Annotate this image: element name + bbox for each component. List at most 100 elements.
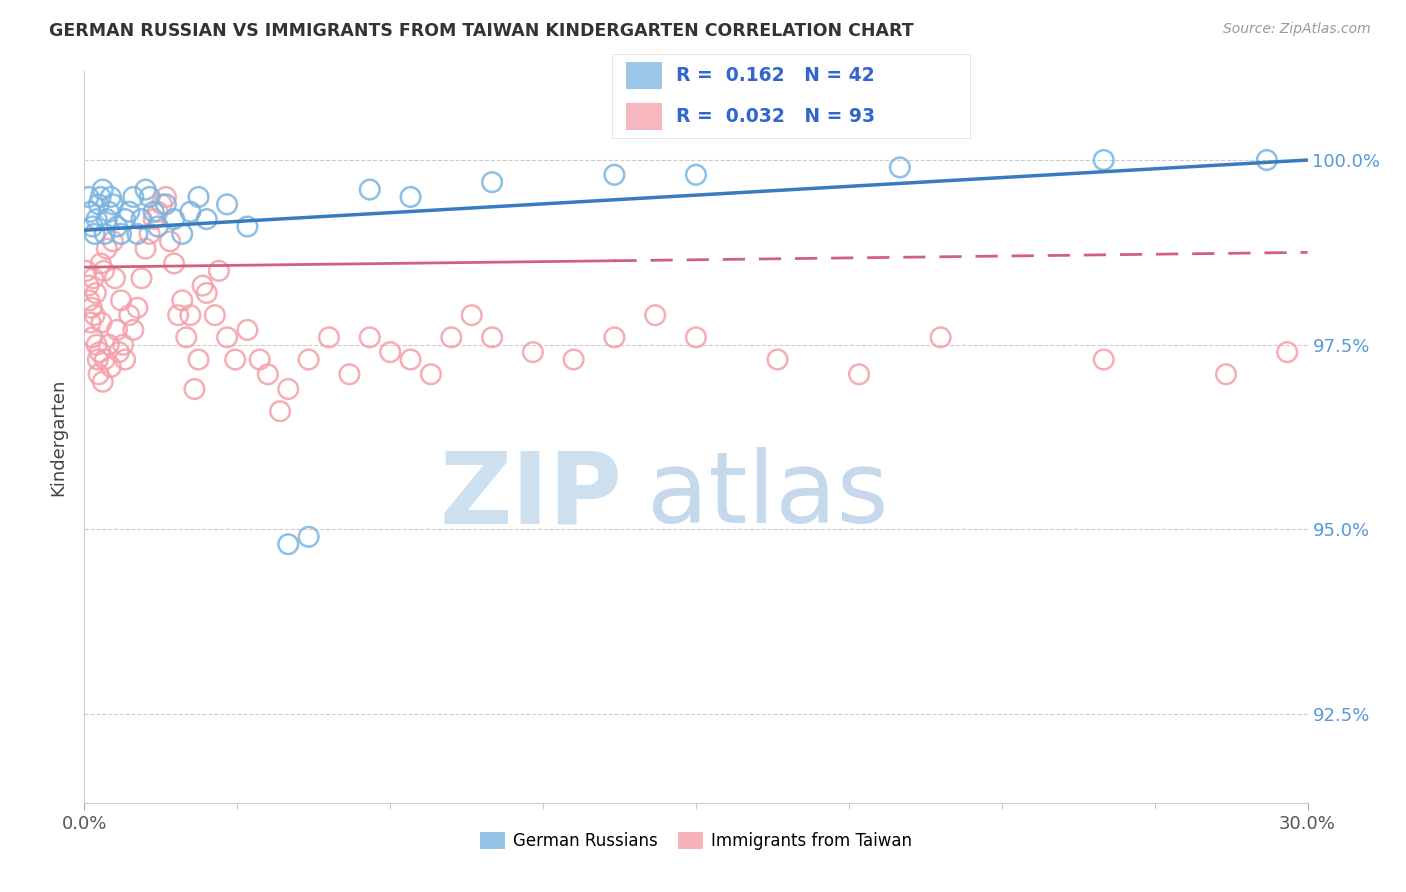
Point bbox=[339, 368, 361, 382]
Point bbox=[90, 190, 112, 204]
Text: atlas: atlas bbox=[647, 447, 889, 544]
Point bbox=[131, 212, 153, 227]
Point bbox=[77, 278, 100, 293]
Point bbox=[257, 368, 280, 382]
Point bbox=[101, 197, 124, 211]
Point bbox=[101, 235, 124, 249]
Point bbox=[481, 330, 503, 344]
Point bbox=[114, 212, 136, 227]
Point bbox=[359, 183, 381, 197]
Point bbox=[603, 330, 626, 344]
Point bbox=[522, 345, 544, 359]
Point bbox=[93, 227, 115, 241]
Point bbox=[122, 190, 145, 204]
Point bbox=[359, 330, 381, 344]
Point bbox=[90, 256, 112, 270]
Point bbox=[1215, 368, 1237, 382]
FancyBboxPatch shape bbox=[626, 62, 662, 89]
Point bbox=[889, 161, 911, 175]
Point bbox=[80, 301, 103, 315]
Point bbox=[167, 308, 190, 322]
Point bbox=[644, 308, 666, 322]
Point bbox=[105, 219, 128, 234]
Point bbox=[277, 537, 299, 551]
Point bbox=[118, 204, 141, 219]
Point bbox=[75, 264, 97, 278]
Point bbox=[77, 190, 100, 204]
Point bbox=[236, 323, 259, 337]
Point bbox=[91, 183, 114, 197]
Point bbox=[603, 168, 626, 182]
Point bbox=[187, 190, 209, 204]
Point bbox=[318, 330, 340, 344]
Point bbox=[224, 352, 246, 367]
Point bbox=[848, 368, 870, 382]
Y-axis label: Kindergarten: Kindergarten bbox=[49, 378, 67, 496]
Point bbox=[142, 204, 165, 219]
Point bbox=[82, 330, 104, 344]
Point bbox=[217, 197, 239, 211]
Point bbox=[461, 308, 484, 322]
Point bbox=[766, 352, 789, 367]
Point bbox=[142, 212, 165, 227]
Legend: German Russians, Immigrants from Taiwan: German Russians, Immigrants from Taiwan bbox=[472, 825, 920, 856]
Point bbox=[298, 530, 321, 544]
Point bbox=[277, 382, 299, 396]
Point bbox=[82, 219, 104, 234]
Point bbox=[150, 197, 173, 211]
Point bbox=[146, 204, 169, 219]
Text: ZIP: ZIP bbox=[440, 447, 623, 544]
Point bbox=[172, 293, 194, 308]
Point bbox=[104, 271, 127, 285]
Point bbox=[135, 183, 157, 197]
Point bbox=[105, 323, 128, 337]
Point bbox=[135, 242, 157, 256]
Text: R =  0.162   N = 42: R = 0.162 N = 42 bbox=[676, 66, 875, 85]
Point bbox=[112, 337, 135, 351]
Point bbox=[83, 308, 105, 322]
Point bbox=[440, 330, 463, 344]
Point bbox=[108, 345, 131, 359]
Point bbox=[127, 227, 149, 241]
Point bbox=[110, 293, 132, 308]
Point bbox=[163, 212, 186, 227]
Point bbox=[236, 219, 259, 234]
Point bbox=[420, 368, 443, 382]
Point bbox=[481, 175, 503, 189]
Point bbox=[249, 352, 271, 367]
Point bbox=[208, 264, 231, 278]
Point bbox=[79, 316, 101, 330]
Point bbox=[172, 227, 194, 241]
Point bbox=[1092, 352, 1115, 367]
Point bbox=[97, 204, 120, 219]
Point bbox=[96, 242, 118, 256]
Point bbox=[131, 271, 153, 285]
Point bbox=[204, 308, 226, 322]
Point bbox=[183, 382, 205, 396]
Point bbox=[118, 308, 141, 322]
Point bbox=[562, 352, 585, 367]
Point bbox=[685, 330, 707, 344]
Point bbox=[187, 352, 209, 367]
Point bbox=[163, 256, 186, 270]
Point bbox=[195, 285, 218, 300]
Point bbox=[399, 352, 422, 367]
Point bbox=[217, 330, 239, 344]
Point bbox=[195, 212, 218, 227]
Point bbox=[100, 359, 122, 374]
Point bbox=[84, 285, 107, 300]
Point bbox=[96, 212, 118, 227]
Point bbox=[77, 293, 100, 308]
Point bbox=[87, 197, 110, 211]
Point bbox=[89, 345, 111, 359]
Point bbox=[90, 316, 112, 330]
Point bbox=[191, 278, 214, 293]
Point bbox=[86, 337, 108, 351]
Point bbox=[399, 190, 422, 204]
Text: R =  0.032   N = 93: R = 0.032 N = 93 bbox=[676, 107, 876, 126]
Point bbox=[87, 352, 110, 367]
Point bbox=[179, 308, 201, 322]
Point bbox=[155, 190, 177, 204]
Point bbox=[155, 197, 177, 211]
Point bbox=[1277, 345, 1299, 359]
